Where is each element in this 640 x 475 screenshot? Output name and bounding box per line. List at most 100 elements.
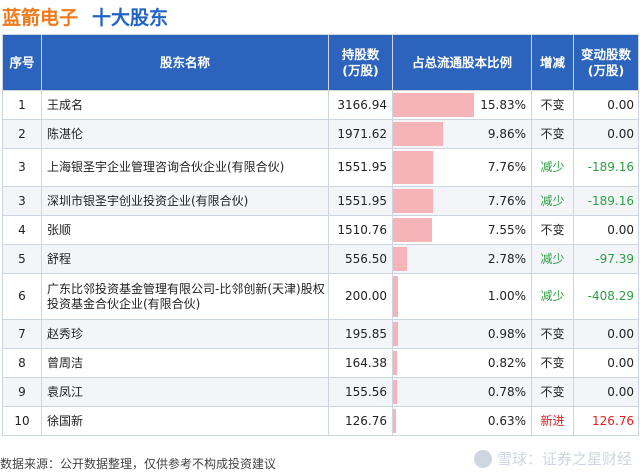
- header-name: 股东名称: [41, 34, 329, 91]
- row-index: 9: [2, 377, 42, 407]
- ratio-cell: 0.63%: [392, 406, 532, 436]
- table-row: 5 舒程 556.50 2.78% 减少 -97.39: [2, 244, 639, 274]
- shareholder-name: 徐国新: [41, 406, 329, 436]
- shareholder-name: 上海银圣宇企业管理咨询合伙企业(有限合伙): [41, 148, 329, 187]
- ratio-cell: 15.83%: [392, 90, 532, 120]
- ratio-label: 0.98%: [487, 326, 526, 341]
- watermark: 雪球：证券之星财经: [473, 448, 632, 469]
- shareholder-name: 陈湛伦: [41, 119, 329, 149]
- change-status: 减少: [531, 186, 574, 216]
- ratio-cell: 7.76%: [392, 186, 532, 216]
- header-idx: 序号: [2, 34, 42, 91]
- delta-value: 126.76: [573, 406, 639, 436]
- shares-value: 1510.76: [328, 215, 393, 245]
- change-status: 不变: [531, 348, 574, 378]
- table-header-row: 序号 股东名称 持股数 (万股) 占总流通股本比例 增减 变动股数 (万股): [2, 34, 639, 91]
- header-ratio: 占总流通股本比例: [392, 34, 532, 91]
- delta-value: -97.39: [573, 244, 639, 274]
- ratio-bar: [393, 351, 398, 375]
- delta-value: -189.16: [573, 148, 639, 187]
- table-row: 7 赵秀珍 195.85 0.98% 不变 0.00: [2, 319, 639, 349]
- company-name: 蓝箭电子: [2, 6, 79, 29]
- ratio-label: 15.83%: [480, 97, 526, 112]
- change-status: 减少: [531, 273, 574, 320]
- table-row: 3 上海银圣宇企业管理咨询合伙企业(有限合伙) 1551.95 7.76% 减少 -189…: [2, 148, 639, 187]
- ratio-label: 7.55%: [487, 222, 526, 237]
- ratio-label: 0.78%: [487, 384, 526, 399]
- page-title: 蓝箭电子 十大股东: [2, 3, 168, 29]
- table-body: 1 王成名 3166.94 15.83% 不变 0.00 2 陈湛伦 1971.62 9.86% 不…: [2, 90, 639, 436]
- ratio-cell: 7.76%: [392, 148, 532, 187]
- delta-value: 0.00: [573, 377, 639, 407]
- ratio-label: 9.86%: [487, 126, 526, 141]
- table-row: 6 广东比邻投资基金管理有限公司-比邻创新(天津)股权投资基金合伙企业(有限合伙)…: [2, 273, 639, 320]
- shareholder-name: 舒程: [41, 244, 329, 274]
- row-index: 8: [2, 348, 42, 378]
- shareholder-name: 深圳市银圣宇创业投资企业(有限合伙): [41, 186, 329, 216]
- shares-value: 1551.95: [328, 186, 393, 216]
- delta-value: 0.00: [573, 119, 639, 149]
- ratio-bar: [393, 409, 397, 433]
- shareholder-table: 序号 股东名称 持股数 (万股) 占总流通股本比例 增减 变动股数 (万股) 1 王成…: [2, 34, 639, 436]
- shareholder-name: 张顺: [41, 215, 329, 245]
- change-status: 不变: [531, 215, 574, 245]
- table-row: 8 曾周洁 164.38 0.82% 不变 0.00: [2, 348, 639, 378]
- ratio-label: 0.63%: [487, 413, 526, 428]
- change-status: 减少: [531, 244, 574, 274]
- row-index: 2: [2, 119, 42, 149]
- row-index: 5: [2, 244, 42, 274]
- change-status: 不变: [531, 119, 574, 149]
- shares-value: 3166.94: [328, 90, 393, 120]
- shares-value: 155.56: [328, 377, 393, 407]
- table-row: 9 袁凤江 155.56 0.78% 不变 0.00: [2, 377, 639, 407]
- change-status: 减少: [531, 148, 574, 187]
- snowball-logo-icon: [473, 449, 492, 468]
- shares-value: 1971.62: [328, 119, 393, 149]
- delta-value: -408.29: [573, 273, 639, 320]
- ratio-cell: 2.78%: [392, 244, 532, 274]
- ratio-cell: 7.55%: [392, 215, 532, 245]
- shares-value: 195.85: [328, 319, 393, 349]
- table-row: 4 张顺 1510.76 7.55% 不变 0.00: [2, 215, 639, 245]
- shareholder-name: 广东比邻投资基金管理有限公司-比邻创新(天津)股权投资基金合伙企业(有限合伙): [41, 273, 329, 320]
- ratio-bar: [393, 276, 399, 317]
- delta-value: 0.00: [573, 90, 639, 120]
- delta-value: 0.00: [573, 348, 639, 378]
- delta-value: -189.16: [573, 186, 639, 216]
- change-status: 不变: [531, 90, 574, 120]
- row-index: 3: [2, 148, 42, 187]
- shareholder-name: 袁凤江: [41, 377, 329, 407]
- shares-value: 556.50: [328, 244, 393, 274]
- ratio-label: 7.76%: [487, 193, 526, 208]
- shares-value: 164.38: [328, 348, 393, 378]
- shareholder-name: 王成名: [41, 90, 329, 120]
- table-row: 10 徐国新 126.76 0.63% 新进 126.76: [2, 406, 639, 436]
- row-index: 10: [2, 406, 42, 436]
- header-shares: 持股数 (万股): [328, 34, 393, 91]
- delta-value: 0.00: [573, 319, 639, 349]
- row-index: 1: [2, 90, 42, 120]
- header-change: 增减: [531, 34, 574, 91]
- ratio-cell: 0.98%: [392, 319, 532, 349]
- ratio-bar: [393, 322, 398, 346]
- row-index: 6: [2, 273, 42, 320]
- page-subtitle: 十大股东: [92, 6, 169, 29]
- table-row: 1 王成名 3166.94 15.83% 不变 0.00: [2, 90, 639, 120]
- shares-value: 126.76: [328, 406, 393, 436]
- ratio-bar: [393, 218, 432, 242]
- watermark-text: 雪球：证券之星财经: [496, 450, 632, 468]
- ratio-bar: [393, 122, 444, 146]
- change-status: 新进: [531, 406, 574, 436]
- ratio-label: 1.00%: [487, 289, 526, 303]
- row-index: 3: [2, 186, 42, 216]
- ratio-cell: 9.86%: [392, 119, 532, 149]
- ratio-cell: 0.82%: [392, 348, 532, 378]
- ratio-label: 2.78%: [487, 251, 526, 266]
- shareholder-name: 曾周洁: [41, 348, 329, 378]
- ratio-label: 0.82%: [487, 355, 526, 370]
- table-row: 3 深圳市银圣宇创业投资企业(有限合伙) 1551.95 7.76% 减少 -189.16: [2, 186, 639, 216]
- ratio-cell: 0.78%: [392, 377, 532, 407]
- shares-value: 200.00: [328, 273, 393, 320]
- change-status: 不变: [531, 319, 574, 349]
- ratio-bar: [393, 151, 433, 184]
